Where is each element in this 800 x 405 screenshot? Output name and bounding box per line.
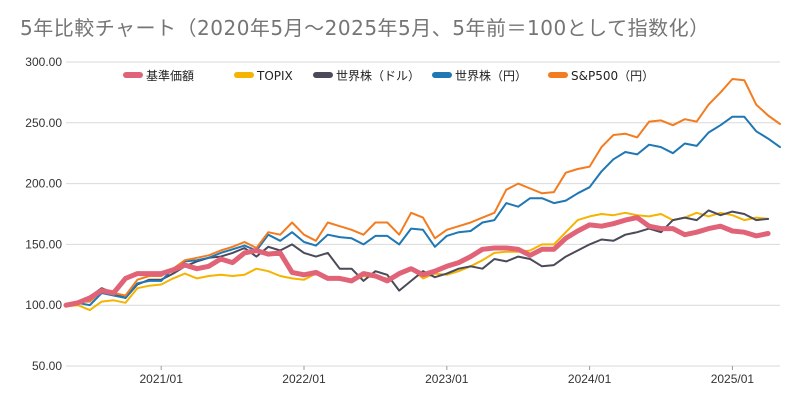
y-tick-label: 250.00 [25, 116, 62, 130]
legend: 基準価額 TOPIX 世界株（ドル） 世界株（円） S&P500（円） [123, 68, 654, 83]
series-line-0 [63, 215, 771, 308]
legend-label: 世界株（ドル） [336, 68, 420, 83]
x-tick-label: 2024/01 [568, 372, 612, 386]
x-axis: 2021/01 2022/01 2023/01 2024/01 2025/01 [140, 366, 755, 386]
grid-lines [66, 61, 780, 367]
x-tick-label: 2021/01 [140, 372, 184, 386]
legend-label: S&P500（円） [571, 69, 654, 83]
y-tick-label: 100.00 [25, 298, 62, 312]
y-tick-label: 150.00 [25, 237, 62, 251]
legend-label: TOPIX [256, 69, 293, 83]
x-tick-label: 2025/01 [711, 372, 755, 386]
series-lines [63, 78, 781, 312]
legend-label: 基準価額 [146, 68, 194, 83]
legend-label: 世界株（円） [455, 68, 527, 83]
x-tick-label: 2022/01 [282, 372, 326, 386]
y-tick-label: 200.00 [25, 177, 62, 191]
y-tick-label: 50.00 [32, 359, 62, 373]
chart-title: 5年比較チャート（2020年5月～2025年5月、5年前＝100として指数化） [20, 16, 710, 40]
y-axis: 300.00 250.00 200.00 150.00 100.00 50.00 [25, 55, 62, 373]
y-tick-label: 300.00 [25, 55, 62, 69]
series-line-2 [65, 209, 770, 307]
x-tick-label: 2023/01 [425, 372, 469, 386]
series-line-4 [65, 78, 781, 305]
